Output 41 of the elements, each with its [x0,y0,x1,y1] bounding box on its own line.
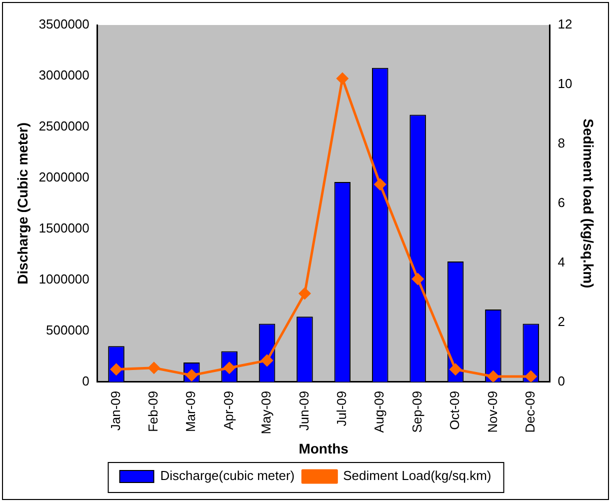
y-tick-label: 1500000 [38,220,90,236]
y2-tick-label: 4 [558,254,565,270]
point [487,370,499,382]
x-tick-label: Jul-09 [334,390,349,426]
y2-tick-label: 10 [558,76,572,92]
point [525,370,537,382]
x-tick-label: Nov-09 [484,390,500,433]
y-tick-label: 2500000 [38,118,90,134]
x-tick-label: Oct-09 [447,390,462,430]
y2-tick-label: 12 [558,16,572,32]
x-tick-label: Jan-09 [108,390,123,431]
y-tick-label: 2000000 [38,170,90,185]
x-tick-label: Apr-09 [220,390,236,430]
y2-tick-label: 8 [558,136,565,151]
y-tick-label: 3000000 [38,68,90,83]
point [450,364,462,376]
x-tick-label: Feb-09 [146,390,161,432]
y-axis-title: Discharge (Cubic meter) [14,122,30,284]
y-tick-label: 3500000 [38,16,90,32]
legend-label: Sediment Load(kg/sq.km) [343,468,492,484]
point [148,362,160,374]
x-tick-label: Aug-09 [372,390,387,433]
x-tick-label: May-09 [258,390,274,434]
point [336,72,348,84]
point [412,273,424,285]
y2-tick-label: 6 [558,195,565,210]
y-tick-label: 0 [82,373,90,388]
x-tick-label: Dec-09 [522,390,538,433]
y2-tick-label: 0 [558,373,565,388]
y-tick-label: 500000 [46,322,90,338]
x-tick-label: Sep-09 [409,390,424,433]
x-axis-title: Months [298,440,349,456]
x-tick-label: Jun-09 [296,390,312,431]
y2-tick-label: 2 [558,314,565,329]
x-tick-label: Mar-09 [183,390,198,432]
y2-axis-title: Sediment load (kg/sq.km) [580,118,597,288]
point [261,354,273,366]
y-tick-label: 1000000 [38,271,90,286]
legend-label: Discharge(cubic meter) [160,468,295,484]
point [374,178,386,190]
point [298,288,310,300]
